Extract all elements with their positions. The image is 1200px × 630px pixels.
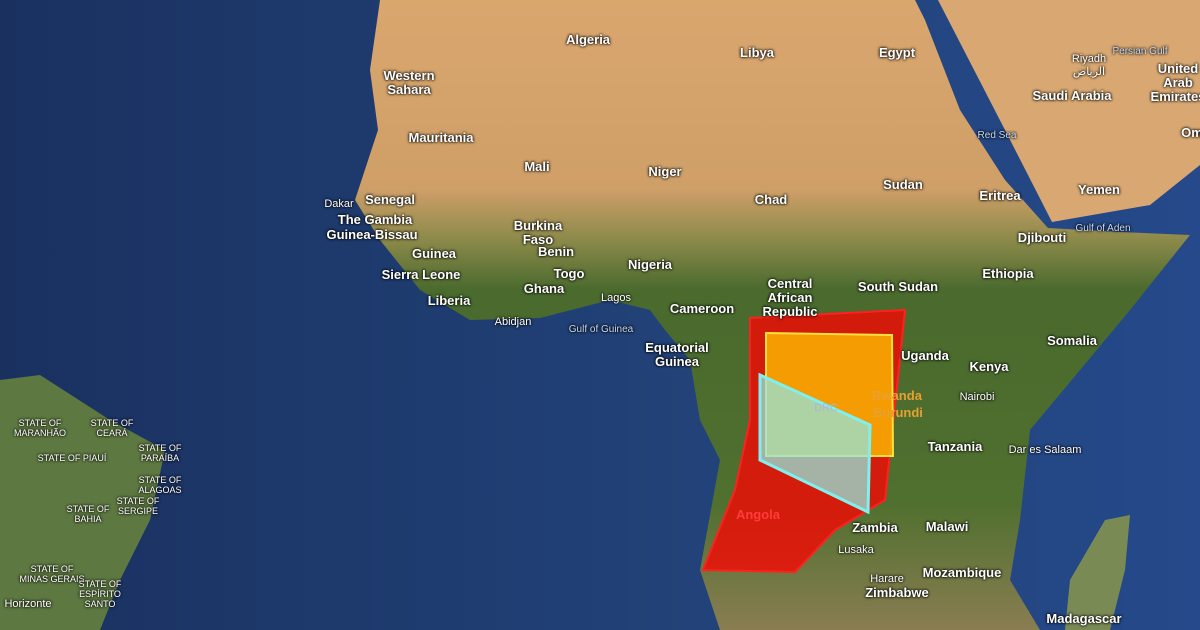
country-label: Mauritania [408, 130, 474, 145]
arabia [938, 0, 1200, 222]
country-label: Somalia [1047, 333, 1097, 348]
city-label: Lusaka [838, 544, 874, 556]
country-label: Om [1181, 125, 1200, 140]
water-label: Persian Gulf [1112, 46, 1168, 57]
city-label: Lagos [601, 292, 631, 304]
country-label: Equatorial Guinea [645, 340, 709, 369]
country-label: Liberia [427, 293, 471, 308]
water-label: Gulf of Aden [1075, 223, 1131, 234]
city-label: Harare [870, 573, 904, 585]
country-label: Saudi Arabia [1032, 88, 1112, 103]
country-label: Ethiopia [982, 266, 1034, 281]
country-label: Cameroon [669, 301, 735, 316]
country-label: South Sudan [857, 279, 939, 294]
city-label: Nairobi [959, 391, 995, 403]
city-label: الرياض [1072, 66, 1106, 78]
country-label: Senegal [365, 192, 415, 207]
brazil [0, 375, 165, 630]
city-label: Dar es Salaam [1008, 444, 1082, 456]
city-label: Horizonte [4, 598, 52, 610]
country-label: Madagascar [1046, 611, 1122, 626]
country-label: United Arab Emirates [1150, 61, 1200, 104]
country-label: Uganda [901, 348, 949, 363]
region-cyan [758, 372, 872, 515]
state-label: STATE OF PIAUÍ [37, 453, 107, 463]
country-label: Chad [754, 192, 788, 207]
country-label: Rwanda [872, 388, 922, 403]
country-label: Libya [740, 45, 774, 60]
country-label: The Gambia [337, 212, 413, 227]
country-label: DRC [814, 402, 838, 414]
africa [355, 0, 1190, 630]
country-label: Zambia [852, 520, 898, 535]
state-label: STATE OF ALAGOAS [138, 475, 182, 495]
country-label: Mozambique [922, 565, 1002, 580]
water-label: Red Sea [977, 130, 1017, 141]
city-label: Abidjan [494, 316, 532, 328]
city-label: Dakar [324, 198, 354, 210]
madagascar [1065, 515, 1130, 630]
country-label: Guinea-Bissau [326, 227, 418, 242]
country-label: Burkina Faso [513, 218, 563, 247]
state-label: STATE OF CEARÁ [90, 418, 134, 438]
country-label: Central African Republic [762, 276, 818, 319]
country-label: Sudan [883, 177, 923, 192]
country-label: Nigeria [627, 257, 673, 272]
country-label: Guinea [411, 246, 457, 261]
state-label: STATE OF SERGIPE [116, 496, 160, 516]
country-label: Angola [735, 507, 781, 522]
state-label: STATE OF MINAS GERAIS [19, 564, 85, 584]
country-label: Sierra Leone [381, 267, 461, 282]
country-label: Benin [537, 244, 575, 259]
country-label: Djibouti [1017, 230, 1067, 245]
country-label: Yemen [1078, 182, 1120, 197]
country-label: Eritrea [979, 188, 1021, 203]
country-label: Kenya [969, 359, 1009, 374]
country-label: Egypt [878, 45, 916, 60]
country-label: Togo [553, 266, 585, 281]
country-label: Western Sahara [383, 68, 435, 97]
country-label: Ghana [523, 281, 565, 296]
state-label: STATE OF BAHIA [66, 504, 110, 524]
city-label: Riyadh [1071, 53, 1107, 65]
water-label: Gulf of Guinea [568, 324, 634, 335]
state-label: STATE OF ESPÍRITO SANTO [78, 579, 122, 609]
state-label: STATE OF PARAÍBA [138, 443, 182, 463]
state-label: STATE OF MARANHÃO [13, 418, 66, 438]
country-label: Niger [648, 164, 682, 179]
country-label: Zimbabwe [865, 585, 929, 600]
country-label: Tanzania [927, 439, 983, 454]
country-label: Malawi [925, 519, 969, 534]
country-label: Burundi [873, 405, 923, 420]
country-label: Algeria [565, 32, 611, 47]
country-label: Mali [524, 159, 550, 174]
